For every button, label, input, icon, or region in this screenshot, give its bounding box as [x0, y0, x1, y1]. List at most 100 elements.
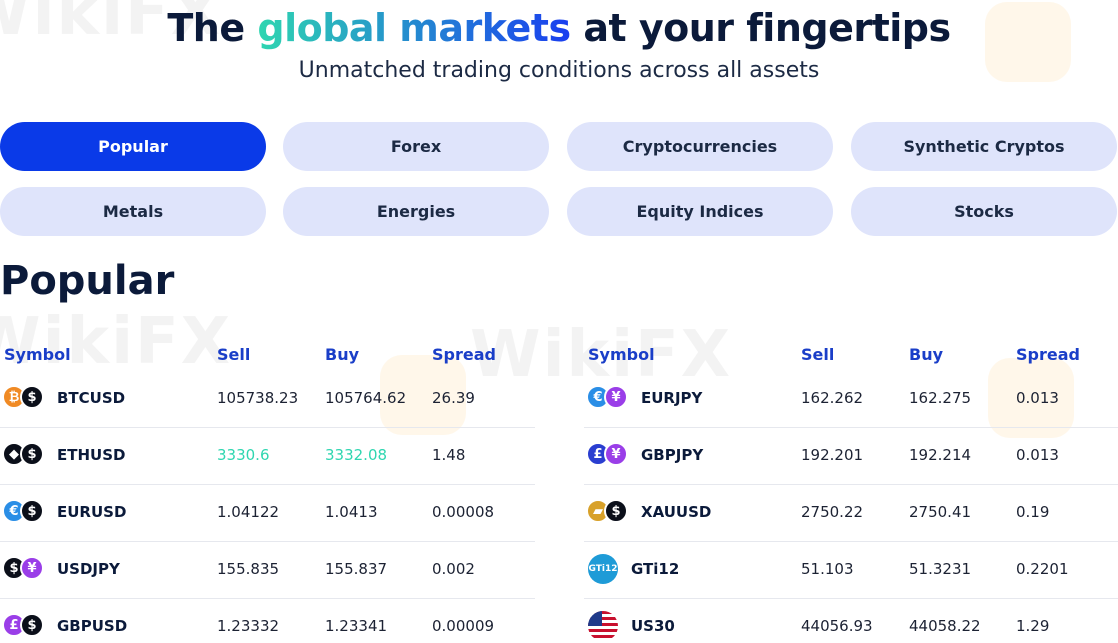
- yen-icon: ¥: [604, 385, 628, 409]
- symbol-icons: GTi12: [586, 554, 630, 584]
- sell-price: 1.04122: [217, 503, 280, 521]
- tab-synthetic-cryptos[interactable]: Synthetic Cryptos: [851, 122, 1117, 171]
- hero-subtitle: Unmatched trading conditions across all …: [298, 58, 820, 83]
- buy-price: 155.837: [325, 560, 388, 578]
- symbol-icons: € $: [2, 499, 46, 525]
- symbol-name: GTi12: [631, 560, 680, 578]
- buy-price: 44058.22: [909, 617, 981, 635]
- dollar-icon: $: [20, 442, 44, 466]
- sell-price: 1.23332: [217, 617, 280, 635]
- buy-price: 3332.08: [325, 446, 388, 464]
- table-row[interactable]: € $ EURUSD 1.04122 1.0413 0.00008: [0, 485, 535, 542]
- tab-metals[interactable]: Metals: [0, 187, 266, 236]
- dollar-icon: $: [20, 613, 44, 637]
- symbol-name: XAUUSD: [641, 503, 712, 521]
- column-sell[interactable]: Sell: [217, 345, 251, 364]
- column-symbol[interactable]: Symbol: [4, 345, 71, 364]
- hero-title: The global markets at your fingertips: [0, 6, 1118, 50]
- symbol-name: EURJPY: [641, 389, 703, 407]
- symbol-icons: £ ¥: [586, 442, 630, 468]
- spread-value: 1.48: [432, 446, 466, 464]
- yen-icon: ¥: [604, 442, 628, 466]
- tab-forex[interactable]: Forex: [283, 122, 549, 171]
- column-spread[interactable]: Spread: [432, 345, 496, 364]
- ethereum-icon: ◆: [2, 442, 26, 466]
- spread-value: 0.2201: [1016, 560, 1069, 578]
- column-symbol[interactable]: Symbol: [588, 345, 655, 364]
- hero-title-accent: global markets: [257, 6, 571, 50]
- sell-price: 192.201: [801, 446, 864, 464]
- symbol-name: ETHUSD: [57, 446, 126, 464]
- symbol-icons: ◆ $: [2, 442, 46, 468]
- spread-value: 0.013: [1016, 389, 1059, 407]
- table-row[interactable]: € ¥ EURJPY 162.262 162.275 0.013: [584, 371, 1118, 428]
- column-spread[interactable]: Spread: [1016, 345, 1080, 364]
- sell-price: 105738.23: [217, 389, 299, 407]
- symbol-name: BTCUSD: [57, 389, 126, 407]
- column-buy[interactable]: Buy: [325, 345, 360, 364]
- table-row[interactable]: GTi12 GTi12 51.103 51.3231 0.2201: [584, 542, 1118, 599]
- dollar-icon: $: [604, 499, 628, 523]
- table-row[interactable]: ▰ $ XAUUSD 2750.22 2750.41 0.19: [584, 485, 1118, 542]
- table-row[interactable]: £ ¥ GBPJPY 192.201 192.214 0.013: [584, 428, 1118, 485]
- symbol-name: EURUSD: [57, 503, 127, 521]
- buy-price: 105764.62: [325, 389, 407, 407]
- instruments-table-right: Symbol Sell Buy Spread € ¥ EURJPY 162.262 16…: [584, 337, 1118, 643]
- column-sell[interactable]: Sell: [801, 345, 835, 364]
- symbol-icons: ₿ $: [2, 385, 46, 411]
- symbol-icons: ▰ $: [586, 499, 630, 525]
- column-buy[interactable]: Buy: [909, 345, 944, 364]
- sell-price: 44056.93: [801, 617, 873, 635]
- table-row[interactable]: ◆ $ ETHUSD 3330.6 3332.08 1.48: [0, 428, 535, 485]
- hero-title-start: The: [167, 6, 258, 50]
- buy-price: 2750.41: [909, 503, 972, 521]
- sell-price: 2750.22: [801, 503, 864, 521]
- sell-price: 51.103: [801, 560, 854, 578]
- spread-value: 1.29: [1016, 617, 1050, 635]
- table-body: ₿ $ BTCUSD 105738.23 105764.62 26.39 ◆ $ ETHUSD 3…: [0, 371, 535, 643]
- symbol-name: USDJPY: [57, 560, 120, 578]
- dollar-icon: $: [20, 499, 44, 523]
- symbol-name: GBPJPY: [641, 446, 704, 464]
- spread-value: 0.00009: [432, 617, 495, 635]
- section-title: Popular: [0, 258, 175, 304]
- tab-equity-indices[interactable]: Equity Indices: [567, 187, 833, 236]
- table-header: Symbol Sell Buy Spread: [0, 337, 535, 371]
- symbol-icons: € ¥: [586, 385, 630, 411]
- instruments-table-left: Symbol Sell Buy Spread ₿ $ BTCUSD 105738.23…: [0, 337, 535, 643]
- us-flag-icon: [588, 611, 618, 641]
- spread-value: 0.19: [1016, 503, 1050, 521]
- tab-energies[interactable]: Energies: [283, 187, 549, 236]
- buy-price: 51.3231: [909, 560, 972, 578]
- table-row[interactable]: US30 44056.93 44058.22 1.29: [584, 599, 1118, 643]
- symbol-icons: $ ¥: [2, 556, 46, 582]
- spread-value: 0.002: [432, 560, 475, 578]
- buy-price: 162.275: [909, 389, 972, 407]
- gti12-index-icon: GTi12: [588, 554, 618, 584]
- table-body: € ¥ EURJPY 162.262 162.275 0.013 £ ¥ GBPJPY 192.2…: [584, 371, 1118, 643]
- table-row[interactable]: ₿ $ BTCUSD 105738.23 105764.62 26.39: [0, 371, 535, 428]
- tab-popular[interactable]: Popular: [0, 122, 266, 171]
- symbol-name: GBPUSD: [57, 617, 128, 635]
- sell-price: 162.262: [801, 389, 864, 407]
- buy-price: 192.214: [909, 446, 972, 464]
- sell-price: 3330.6: [217, 446, 270, 464]
- yen-icon: ¥: [20, 556, 44, 580]
- spread-value: 0.00008: [432, 503, 495, 521]
- spread-value: 26.39: [432, 389, 475, 407]
- sell-price: 155.835: [217, 560, 280, 578]
- symbol-icons: £ $: [2, 613, 46, 639]
- buy-price: 1.23341: [325, 617, 388, 635]
- symbol-name: US30: [631, 617, 675, 635]
- buy-price: 1.0413: [325, 503, 378, 521]
- hero-title-end: at your fingertips: [570, 6, 951, 50]
- dollar-icon: $: [20, 385, 44, 409]
- table-row[interactable]: £ $ GBPUSD 1.23332 1.23341 0.00009: [0, 599, 535, 643]
- symbol-icons: [586, 611, 630, 641]
- tab-cryptocurrencies[interactable]: Cryptocurrencies: [567, 122, 833, 171]
- tab-stocks[interactable]: Stocks: [851, 187, 1117, 236]
- table-header: Symbol Sell Buy Spread: [584, 337, 1118, 371]
- spread-value: 0.013: [1016, 446, 1059, 464]
- table-row[interactable]: $ ¥ USDJPY 155.835 155.837 0.002: [0, 542, 535, 599]
